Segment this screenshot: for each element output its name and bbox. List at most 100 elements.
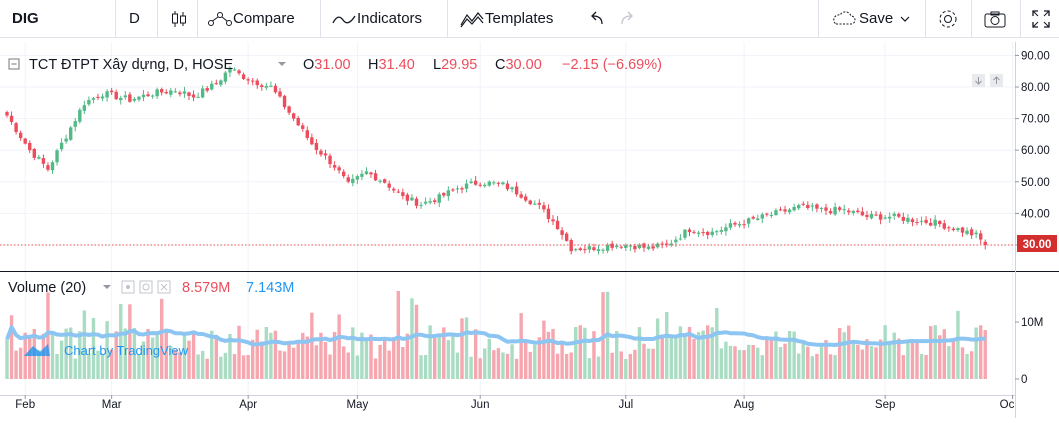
volume-bar xyxy=(319,332,323,379)
candle xyxy=(378,179,382,184)
volume-bar xyxy=(610,352,614,379)
candle xyxy=(464,179,469,193)
candle xyxy=(642,242,646,252)
toolbar-divider xyxy=(925,0,926,37)
change-value: −2.15 (−6.69%) xyxy=(562,57,662,73)
volume-bar xyxy=(746,344,751,379)
volume-bar xyxy=(592,331,596,379)
save-button[interactable]: Save xyxy=(829,0,913,37)
eye-icon[interactable] xyxy=(121,280,135,294)
candle xyxy=(446,186,451,201)
templates-button[interactable]: Templates xyxy=(459,0,553,37)
candle xyxy=(801,201,805,207)
volume-bar xyxy=(615,330,619,379)
candle xyxy=(169,87,173,98)
candle xyxy=(87,96,91,107)
candle xyxy=(619,245,623,250)
settings-icon[interactable] xyxy=(139,280,153,294)
candle xyxy=(610,240,614,251)
time-axis[interactable]: Feb Mar Apr May Jun Jul Aug Sep Oc xyxy=(15,395,1015,411)
candle xyxy=(919,216,924,226)
volume-bar xyxy=(237,325,241,379)
candle xyxy=(678,234,683,241)
compare-button[interactable]: Compare xyxy=(207,0,295,37)
interval-button[interactable]: D xyxy=(129,10,140,27)
candle xyxy=(414,196,419,209)
volume-bar xyxy=(642,343,646,379)
volume-bar xyxy=(305,336,309,379)
candle xyxy=(555,216,560,230)
candle xyxy=(883,215,887,220)
candle xyxy=(719,226,724,235)
chart-svg[interactable]: 40.00 50.00 60.00 70.00 80.00 90.00 0 10M Feb M… xyxy=(0,42,1059,418)
volume-bar xyxy=(701,330,705,379)
volume-bar xyxy=(460,318,464,379)
candle xyxy=(433,198,437,205)
volume-bar xyxy=(956,310,960,379)
volume-bar xyxy=(969,351,974,379)
volume-bar xyxy=(55,354,59,379)
redo-icon[interactable] xyxy=(618,0,636,37)
volume-bar xyxy=(496,348,501,379)
candle xyxy=(200,85,205,99)
candle xyxy=(319,148,323,157)
candle xyxy=(419,201,423,209)
volume-bar xyxy=(624,359,628,379)
volume-bar xyxy=(528,351,532,379)
candle xyxy=(815,203,819,213)
study-dropdown-icon[interactable] xyxy=(103,285,111,289)
candle xyxy=(187,91,191,101)
volume-bar xyxy=(874,347,878,379)
candle xyxy=(160,87,164,96)
svg-text:TCT ĐTPT Xây dựng, D, HOSE: TCT ĐTPT Xây dựng, D, HOSE xyxy=(29,57,233,73)
volume-bar xyxy=(282,351,287,379)
price-axis[interactable]: 40.00 50.00 60.00 70.00 80.00 90.00 xyxy=(1015,50,1050,246)
candle xyxy=(578,247,582,252)
fullscreen-icon[interactable] xyxy=(1031,0,1051,37)
time-tick-label: Aug xyxy=(734,399,754,411)
legend-dropdown-icon[interactable] xyxy=(278,62,286,66)
chart-area[interactable]: 40.00 50.00 60.00 70.00 80.00 90.00 0 10M Feb M… xyxy=(0,42,1059,418)
volume-bar xyxy=(974,327,978,379)
indicators-button[interactable]: Indicators xyxy=(331,0,422,37)
candle xyxy=(787,207,792,215)
symbol-search[interactable]: DIG xyxy=(12,10,39,27)
candle xyxy=(655,242,660,249)
low-label: L xyxy=(433,57,441,73)
candle xyxy=(428,197,432,205)
candle xyxy=(100,93,105,102)
volume-bar xyxy=(78,331,82,379)
candle xyxy=(73,118,77,132)
toolbar-divider xyxy=(157,0,158,37)
volume-axis[interactable]: 0 10M xyxy=(1015,317,1043,386)
last-price-label: 30.00 xyxy=(1023,239,1052,251)
candle xyxy=(687,227,692,237)
volume-bar xyxy=(542,320,546,379)
volume-bar xyxy=(241,355,246,379)
volume-bar xyxy=(278,350,282,379)
volume-bar xyxy=(906,341,910,379)
volume-bar xyxy=(155,332,159,379)
tradingview-watermark[interactable]: Chart by TradingView xyxy=(24,343,189,358)
volume-bar xyxy=(414,304,419,379)
candle xyxy=(501,181,505,186)
volume-bar xyxy=(73,358,77,379)
candles-icon[interactable] xyxy=(170,0,188,37)
candle xyxy=(282,94,287,110)
undo-icon[interactable] xyxy=(588,0,606,37)
volume-bar xyxy=(979,325,983,379)
close-icon[interactable] xyxy=(157,280,171,294)
volume-bar xyxy=(733,346,737,379)
candle xyxy=(828,208,833,215)
gear-icon[interactable] xyxy=(936,0,960,37)
camera-icon[interactable] xyxy=(982,0,1008,37)
save-label: Save xyxy=(859,10,894,27)
volume-bar xyxy=(105,321,109,379)
volume-bar xyxy=(797,353,801,379)
candle xyxy=(897,212,901,219)
volume-bar xyxy=(806,346,810,379)
candle xyxy=(337,165,341,174)
candle xyxy=(191,90,196,102)
volume-bar xyxy=(150,337,155,379)
candle xyxy=(155,87,159,99)
